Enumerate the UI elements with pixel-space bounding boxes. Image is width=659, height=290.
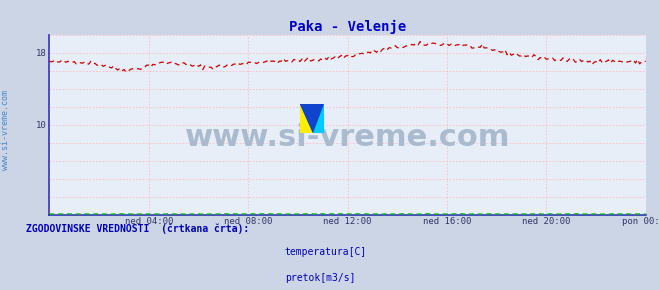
Text: ZGODOVINSKE VREDNOSTI  (črtkana črta):: ZGODOVINSKE VREDNOSTI (črtkana črta): [26, 224, 250, 234]
Polygon shape [313, 104, 324, 133]
Text: www.si-vreme.com: www.si-vreme.com [1, 90, 10, 171]
Text: www.si-vreme.com: www.si-vreme.com [185, 123, 510, 152]
Polygon shape [300, 104, 324, 133]
Text: pretok[m3/s]: pretok[m3/s] [285, 273, 355, 283]
Polygon shape [300, 104, 313, 133]
Text: temperatura[C]: temperatura[C] [285, 247, 367, 257]
Title: Paka - Velenje: Paka - Velenje [289, 19, 406, 34]
